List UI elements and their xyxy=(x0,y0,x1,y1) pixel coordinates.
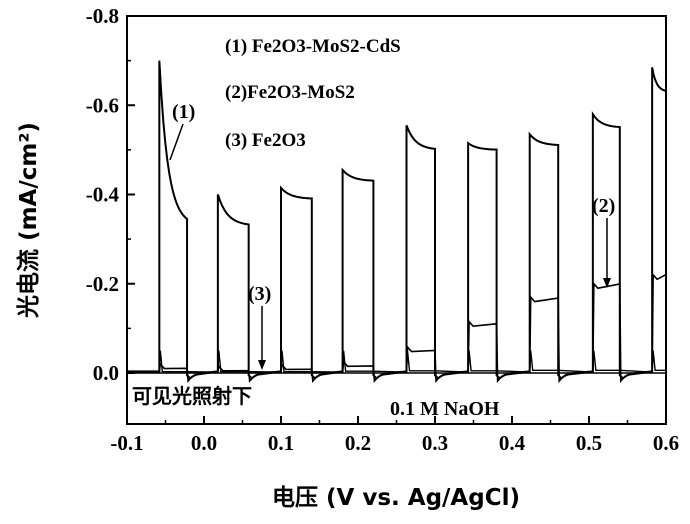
y-axis-title: 光电流 (mA/cm²) xyxy=(15,122,42,319)
y-tick-label: -0.6 xyxy=(86,93,119,117)
y-tick-label: 0.0 xyxy=(93,361,119,385)
series-1-line xyxy=(127,61,666,379)
legend-entry-2: (2)Fe2O3-MoS2 xyxy=(225,82,355,103)
illumination-label: 可见光照射下 xyxy=(132,384,252,408)
x-axis-ticks: -0.1 0.0 0.1 0.2 0.3 0.4 0.5 0.6 xyxy=(110,416,679,455)
legend-entry-3: (3) Fe2O3 xyxy=(225,130,306,151)
x-tick-label: 0.0 xyxy=(191,431,217,455)
x-tick-label: 0.2 xyxy=(345,431,371,455)
series-layer xyxy=(127,61,666,381)
y-tick-label: -0.2 xyxy=(86,272,119,296)
x-axis-title: 电压 (V vs. Ag/AgCl) xyxy=(272,485,520,511)
x-tick-label: 0.6 xyxy=(653,431,679,455)
electrolyte-label: 0.1 M NaOH xyxy=(390,398,500,420)
series-3-line xyxy=(127,351,666,372)
series-1-pointer xyxy=(170,124,183,160)
x-tick-label: 0.3 xyxy=(422,431,448,455)
plot-frame xyxy=(127,16,666,424)
series-1-label: (1) xyxy=(172,101,195,123)
series-2-label: (2) xyxy=(592,195,615,217)
y-tick-label: -0.4 xyxy=(86,183,120,207)
y-axis-ticks: 0.0 -0.2 -0.4 -0.6 -0.8 xyxy=(86,4,135,385)
series-3-arrowhead xyxy=(258,360,266,370)
legend-entry-1: (1) Fe2O3-MoS2-CdS xyxy=(225,36,401,57)
legend: (1) Fe2O3-MoS2-CdS (2)Fe2O3-MoS2 (3) Fe2… xyxy=(225,36,401,151)
x-tick-label: 0.5 xyxy=(576,431,602,455)
x-tick-label: 0.4 xyxy=(499,431,526,455)
series-2-line xyxy=(127,275,666,381)
x-tick-label: -0.1 xyxy=(110,431,143,455)
x-tick-label: 0.1 xyxy=(268,431,294,455)
series-3-label: (3) xyxy=(248,283,271,305)
y-tick-label: -0.8 xyxy=(86,4,119,28)
